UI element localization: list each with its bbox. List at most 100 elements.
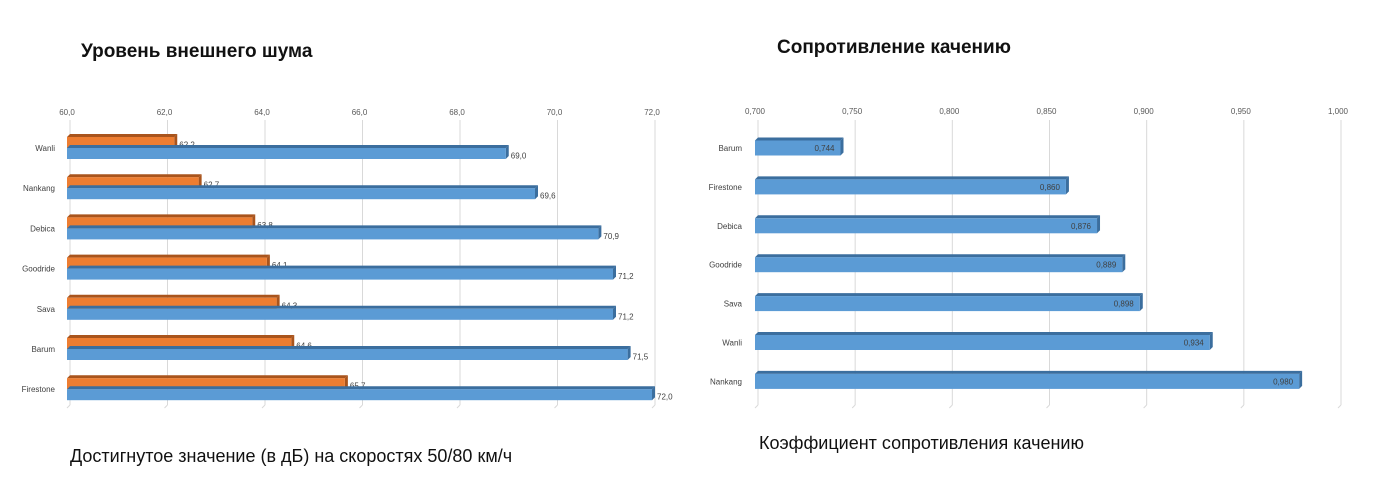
category-label: Sava (37, 305, 56, 314)
bar-blue-top (755, 293, 1143, 297)
bar-blue-side (652, 386, 655, 401)
gridline-floor (261, 404, 266, 409)
bar-blue (755, 137, 844, 156)
rolling-resistance-chart: 0,700 0,750 0,800 0,850 0,900 0,950 1,000 Barum… (709, 107, 1349, 409)
bar-blue-side (613, 305, 616, 320)
bar-blue (755, 215, 1101, 234)
bar-orange-front (67, 137, 175, 148)
bar-blue-front (755, 335, 1210, 350)
bar-orange (67, 294, 280, 309)
bar-blue (67, 346, 631, 360)
bar-blue (755, 293, 1143, 312)
gridline-floor (164, 404, 168, 409)
bar-blue-front (755, 373, 1300, 389)
bar-blue-top (755, 215, 1101, 219)
bar-blue-side (505, 145, 509, 159)
bar-blue-top (755, 332, 1213, 335)
bar-orange-side (266, 254, 270, 269)
gridline-floor (851, 404, 856, 409)
x-tick-label: 72,0 (644, 108, 660, 117)
category-label: Debica (717, 222, 742, 231)
bar-orange (67, 254, 270, 269)
bar-blue (755, 332, 1213, 350)
data-label: 0,898 (1114, 300, 1135, 309)
gridline-floor (359, 404, 363, 409)
category-label: Wanli (722, 339, 742, 348)
gridline-floor (1046, 404, 1050, 409)
bar-blue (755, 254, 1126, 273)
bar-blue-side (1299, 370, 1303, 389)
bar-orange-top (67, 254, 270, 258)
category-label: Debica (30, 224, 55, 233)
gridline-floor (1337, 404, 1342, 409)
bar-blue-top (755, 137, 844, 141)
bar-blue-front (755, 296, 1140, 312)
bar-blue-top (755, 176, 1069, 180)
data-label: 0,876 (1071, 222, 1092, 231)
bar-blue-front (755, 140, 841, 156)
category-label: Nankang (710, 377, 742, 386)
bar-orange-front (67, 217, 253, 229)
data-label: 71,2 (618, 272, 634, 281)
bar-blue-top (67, 346, 631, 349)
category-label: Firestone (22, 385, 56, 394)
gridline-floor (754, 404, 759, 409)
bar-blue-top (67, 305, 616, 309)
bar-blue-side (535, 185, 538, 200)
bar-blue-front (67, 308, 613, 320)
bar-blue-side (1209, 332, 1213, 350)
bar-blue-side (627, 346, 631, 360)
bar-blue-top (67, 225, 602, 229)
x-tick-label: 0,700 (745, 107, 766, 116)
caption-noise: Достигнутое значение (в дБ) на скоростях… (70, 446, 513, 466)
bar-blue-front (755, 179, 1066, 195)
bar-orange-side (291, 335, 295, 349)
x-tick-label: 66,0 (352, 108, 368, 117)
bar-blue (755, 176, 1069, 195)
bar-blue-front (67, 148, 506, 159)
gridline-floor (1143, 404, 1148, 409)
bar-blue-front (755, 257, 1123, 273)
bar-blue-front (67, 188, 535, 200)
bar-orange (67, 335, 295, 349)
gridline-floor (66, 404, 71, 409)
bar-blue (67, 305, 616, 320)
category-label: Goodride (709, 261, 742, 270)
bar-orange-top (67, 375, 348, 379)
category-label: Firestone (709, 183, 743, 192)
bar-orange-side (344, 375, 348, 390)
bar-orange-side (174, 134, 178, 148)
bar-blue (67, 185, 538, 200)
category-label: Barum (31, 345, 55, 354)
bar-orange-top (67, 294, 280, 298)
category-label: Nankang (23, 184, 55, 193)
gridline-floor (948, 404, 953, 409)
gridline-floor (1240, 404, 1245, 409)
bar-blue (67, 265, 616, 280)
x-tick-label: 70,0 (547, 108, 563, 117)
bar-orange-front (67, 378, 345, 390)
x-tick-label: 0,900 (1134, 107, 1155, 116)
bar-blue-top (67, 386, 655, 390)
gridline-floor (456, 404, 461, 409)
bar-orange (67, 174, 202, 189)
data-label: 69,0 (511, 152, 527, 161)
gridline-floor (651, 404, 656, 409)
gridline-floor (554, 404, 558, 409)
caption-rolling-resistance: Коэффициент сопротивления качению (759, 433, 1084, 453)
x-tick-label: 62,0 (157, 108, 173, 117)
bar-orange-front (67, 297, 277, 309)
x-tick-label: 0,950 (1231, 107, 1252, 116)
data-label: 71,5 (633, 353, 649, 362)
data-label: 0,744 (814, 144, 835, 153)
bar-orange-side (252, 214, 256, 229)
data-label: 72,0 (657, 393, 673, 402)
bar-blue-top (755, 370, 1303, 374)
bar-blue-side (1065, 176, 1069, 195)
bar-blue (67, 386, 655, 401)
bar-orange-front (67, 177, 199, 189)
bar-orange-front (67, 338, 292, 349)
data-label: 0,889 (1096, 261, 1117, 270)
x-tick-label: 0,800 (939, 107, 960, 116)
bar-orange-side (276, 294, 280, 309)
